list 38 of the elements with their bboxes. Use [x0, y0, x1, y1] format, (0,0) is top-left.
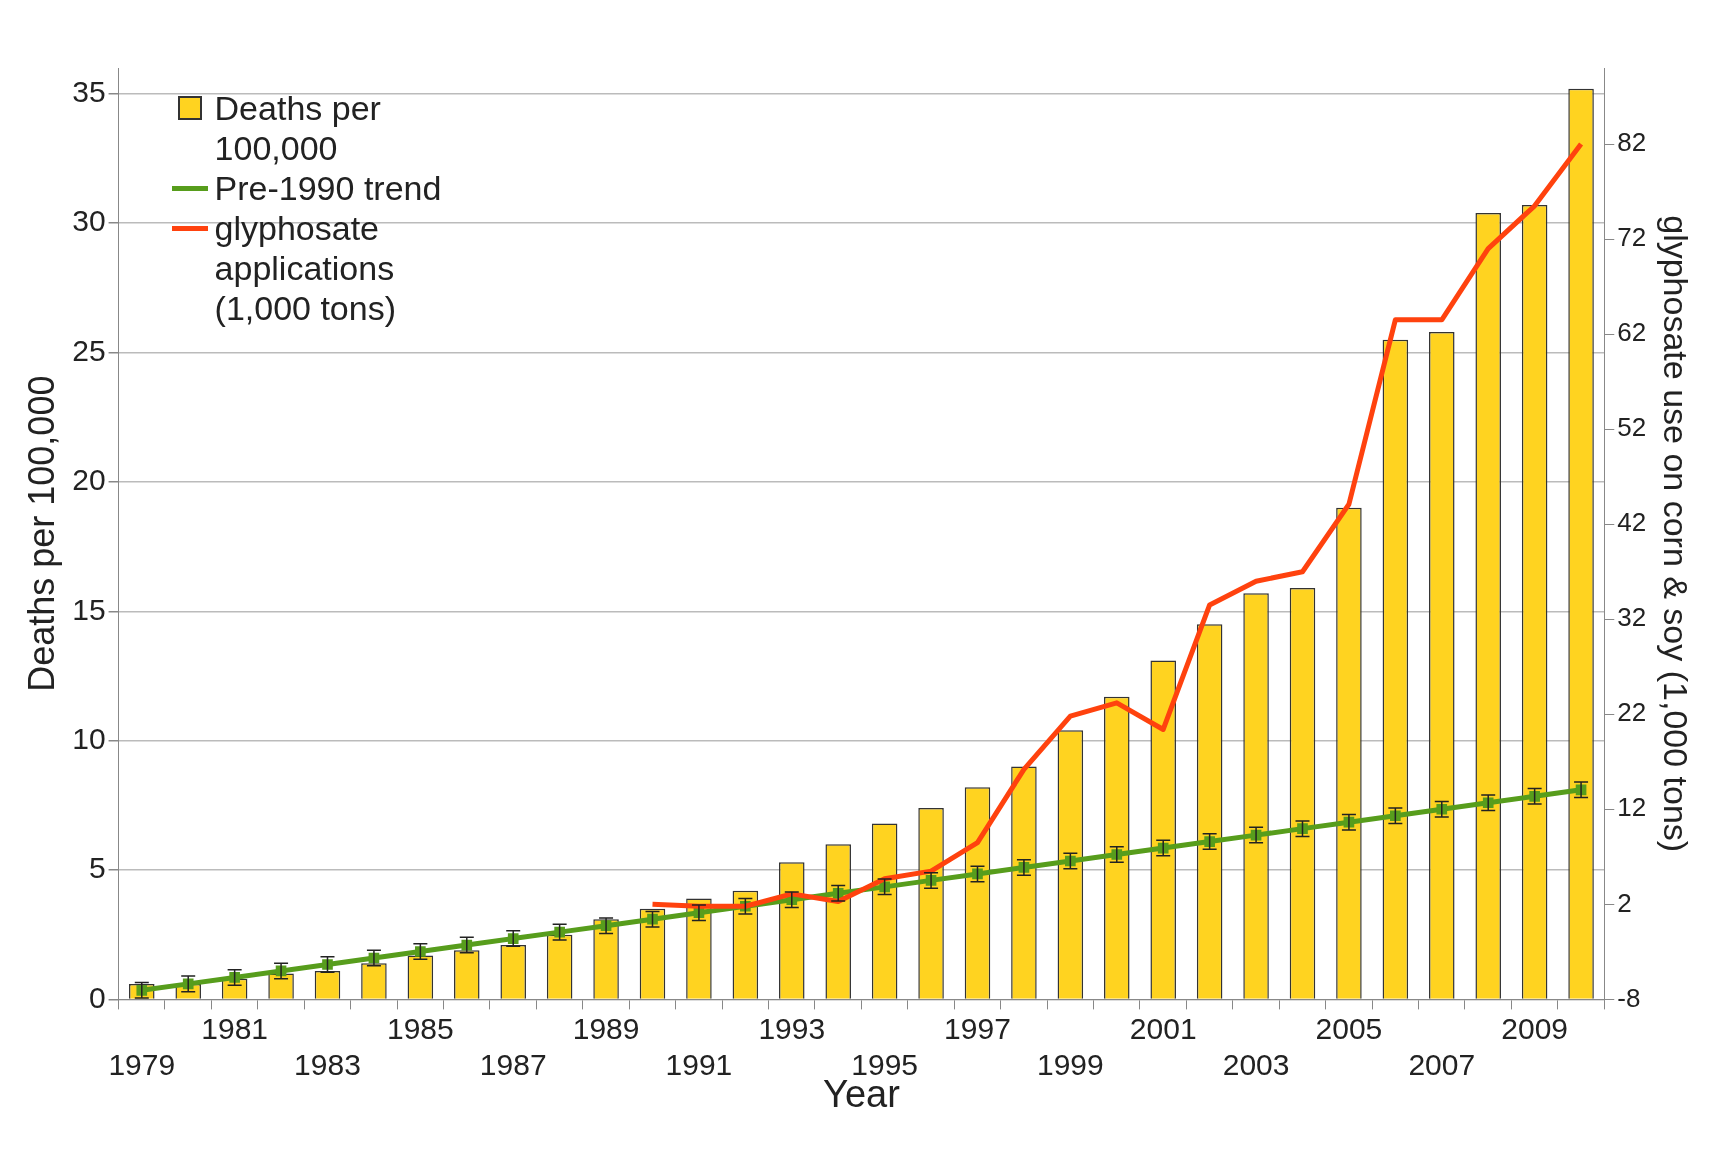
x-tick-label: 1985	[386, 1011, 454, 1045]
x-tick-label: 1983	[294, 1047, 361, 1081]
x-tick-label: 1993	[758, 1011, 826, 1045]
y-tick-label: 5	[88, 851, 106, 885]
y2-tick-label: 52	[1617, 412, 1647, 443]
legend-label: Deaths per 100,000	[214, 88, 382, 168]
y2-tick-label: 82	[1617, 127, 1647, 158]
x-tick-label: 1997	[944, 1011, 1011, 1045]
y2-tick-label: -8	[1617, 982, 1641, 1013]
x-tick-label: 2007	[1408, 1047, 1476, 1081]
y2-axis-title: glyphosate use on corn & soy (1,000 tons)	[1657, 215, 1696, 853]
legend-label: Pre-1990 trend	[214, 168, 442, 208]
y2-tick-label: 42	[1617, 507, 1647, 538]
x-tick-label: 1991	[665, 1047, 733, 1081]
y-tick-label: 20	[72, 463, 106, 497]
legend-label: glyphosate applications (1,000 tons)	[214, 208, 397, 328]
x-tick-label: 1989	[572, 1011, 640, 1045]
x-tick-label: 2009	[1501, 1011, 1569, 1045]
y-tick-label: 10	[72, 721, 106, 755]
y2-tick-label: 2	[1617, 887, 1632, 918]
x-tick-label: 1981	[201, 1011, 269, 1045]
y-axis-title: Deaths per 100,000	[20, 375, 62, 692]
x-tick-label: 1987	[479, 1047, 547, 1081]
y-tick-label: 30	[72, 204, 106, 238]
y-tick-label: 15	[72, 592, 106, 626]
y2-tick-label: 32	[1617, 602, 1647, 633]
x-tick-label: 2001	[1129, 1011, 1197, 1045]
y-tick-label: 35	[72, 75, 106, 109]
x-tick-label: 2003	[1222, 1047, 1290, 1081]
y-tick-label: 0	[88, 980, 106, 1014]
x-tick-label: 1979	[108, 1047, 176, 1081]
x-tick-label: 1999	[1036, 1047, 1104, 1081]
y2-tick-label: 72	[1617, 222, 1647, 253]
y2-tick-label: 12	[1617, 792, 1647, 823]
y2-tick-label: 22	[1617, 697, 1647, 728]
y2-tick-label: 62	[1617, 317, 1647, 348]
x-tick-label: 2005	[1315, 1011, 1383, 1045]
y-tick-label: 25	[72, 333, 106, 367]
